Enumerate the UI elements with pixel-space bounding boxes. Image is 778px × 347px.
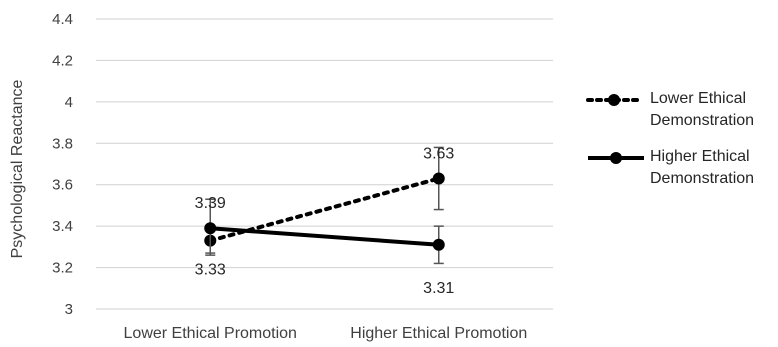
- data-point: [432, 172, 445, 185]
- data-label: 3.31: [423, 280, 454, 297]
- gridlines: [96, 18, 553, 310]
- legend-label: Lower Ethical Demonstration: [650, 90, 755, 129]
- series-line: [210, 226, 439, 247]
- x-category-label: Higher Ethical Promotion: [350, 325, 527, 342]
- y-tick-label: 3.8: [52, 135, 73, 152]
- data-point: [204, 222, 217, 235]
- y-tick-label: 4.2: [52, 52, 73, 69]
- series-1: [204, 198, 445, 265]
- data-label: 3.33: [195, 262, 226, 279]
- legend-label: Higher Ethical Demonstration: [650, 148, 755, 187]
- y-tick-label: 4.4: [52, 11, 73, 28]
- x-axis-categories: Lower Ethical Promotion Higher Ethical Pr…: [124, 325, 528, 342]
- series-group: 3.33 3.63 3.39 3.31: [195, 146, 455, 297]
- legend-item-higher-ethical-demonstration: Higher Ethical Demonstration: [584, 146, 778, 192]
- y-tick-label: 3.4: [52, 218, 73, 235]
- legend-swatch-dotted: [586, 94, 642, 106]
- data-label: 3.39: [195, 195, 226, 212]
- y-axis-label: Psychological Reactance: [9, 80, 26, 259]
- y-tick-label: 3.2: [52, 260, 73, 277]
- x-category-label: Lower Ethical Promotion: [124, 325, 297, 342]
- data-label: 3.63: [423, 146, 454, 163]
- data-point: [432, 238, 445, 251]
- y-axis-ticks: 3 3.2 3.4 3.6 3.8 4 4.2 4.4: [52, 11, 73, 318]
- y-tick-label: 3.6: [52, 177, 73, 194]
- legend-item-lower-ethical-demonstration: Lower Ethical Demonstration: [584, 88, 778, 134]
- y-tick-label: 4: [65, 94, 73, 111]
- legend-swatch-solid: [588, 152, 644, 164]
- y-tick-label: 3: [65, 301, 73, 318]
- legend: Lower Ethical Demonstration Higher Ethic…: [584, 88, 778, 204]
